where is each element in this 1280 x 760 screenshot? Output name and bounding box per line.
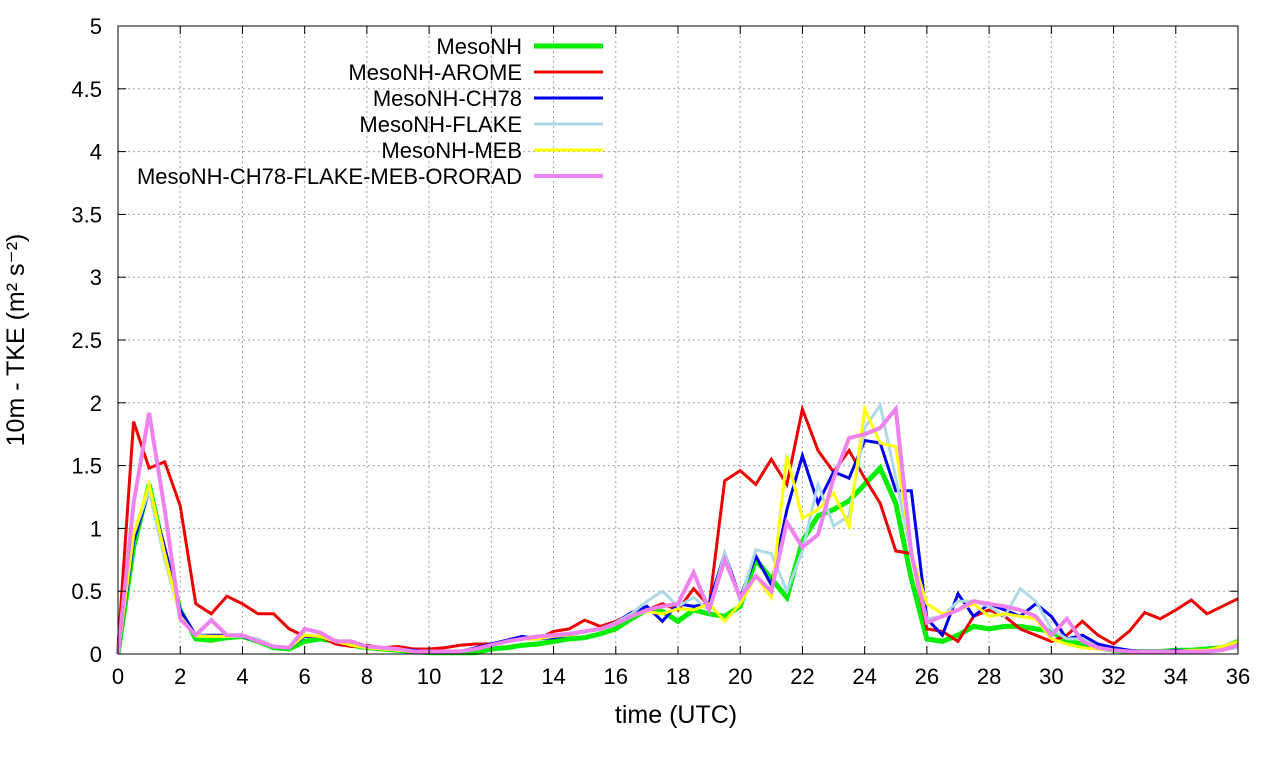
axis-ticks — [117, 25, 1239, 655]
x-tick-label: 14 — [541, 664, 565, 689]
series-lines — [115, 401, 1239, 656]
x-tick-label: 36 — [1226, 664, 1250, 689]
x-tick-label: 6 — [299, 664, 311, 689]
x-tick-label: 30 — [1039, 664, 1063, 689]
legend-label: MesoNH-FLAKE — [359, 112, 522, 137]
legend: MesoNHMesoNH-AROMEMesoNH-CH78MesoNH-FLAK… — [137, 34, 603, 189]
x-tick-label: 16 — [604, 664, 628, 689]
y-tick-label: 0.5 — [71, 579, 102, 604]
x-tick-label: 32 — [1101, 664, 1125, 689]
y-axis-label: 10m - TKE (m² s⁻²) — [2, 234, 30, 447]
x-axis-label: time (UTC) — [615, 701, 737, 729]
grid-lines — [118, 26, 1238, 654]
x-tick-label: 28 — [977, 664, 1001, 689]
x-tick-label: 18 — [666, 664, 690, 689]
x-tick-label: 4 — [236, 664, 248, 689]
x-tick-label: 10 — [417, 664, 441, 689]
x-tick-label: 24 — [852, 664, 876, 689]
legend-label: MesoNH-CH78-FLAKE-MEB-ORORAD — [137, 164, 522, 189]
x-tick-label: 22 — [790, 664, 814, 689]
y-tick-label: 2 — [90, 391, 102, 416]
y-tick-label: 5 — [90, 14, 102, 39]
legend-label: MesoNH — [436, 34, 522, 59]
x-tick-label: 8 — [361, 664, 373, 689]
y-tick-label: 2.5 — [71, 328, 102, 353]
y-tick-label: 1 — [90, 516, 102, 541]
y-tick-label: 0 — [90, 642, 102, 667]
x-tick-label: 20 — [728, 664, 752, 689]
x-tick-label: 12 — [479, 664, 503, 689]
y-tick-label: 3 — [90, 265, 102, 290]
legend-label: MesoNH-MEB — [381, 138, 522, 163]
legend-label: MesoNH-AROME — [348, 60, 522, 85]
tick-labels: 0 2 4 6 8 10 12 14 16 18 20 22 24 26 28 30 32 34 3600.511.… — [71, 14, 1250, 689]
y-tick-label: 4 — [90, 140, 102, 165]
legend-label: MesoNH-CH78 — [373, 86, 522, 111]
series-line-6 — [116, 404, 1239, 655]
x-tick-label: 2 — [174, 664, 186, 689]
y-tick-label: 1.5 — [71, 454, 102, 479]
series-line-5 — [116, 403, 1239, 655]
x-tick-label: 0 — [112, 664, 124, 689]
y-tick-label: 4.5 — [71, 77, 102, 102]
x-tick-label: 34 — [1164, 664, 1188, 689]
x-tick-label: 26 — [915, 664, 939, 689]
series-line-1 — [115, 463, 1239, 656]
y-tick-label: 3.5 — [71, 202, 102, 227]
